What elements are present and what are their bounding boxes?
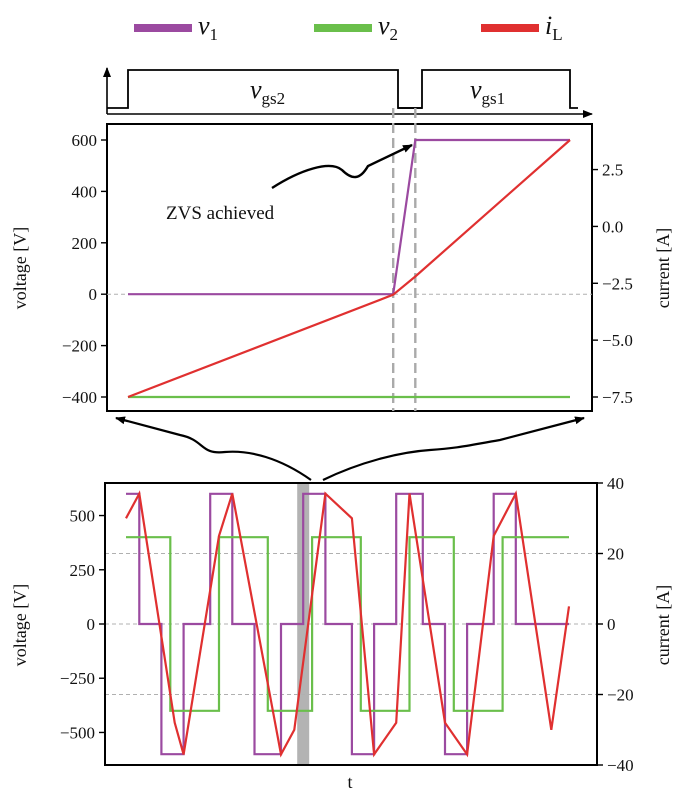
full-chart-series [125, 490, 571, 758]
zoom-chart-series [127, 138, 571, 399]
legend-v2-label: v2 [378, 11, 398, 44]
legend-v1-swatch [134, 24, 192, 32]
y-tick-label: −200 [62, 337, 97, 356]
series-v1 [126, 492, 569, 756]
y-tick-label: −500 [60, 723, 95, 742]
zvs-annotation: ZVS achieved [166, 143, 413, 224]
y-tick-label: 250 [70, 561, 96, 580]
zvs-label: ZVS achieved [166, 203, 275, 224]
legend-v2: v2 [314, 11, 398, 44]
zoom-chart: 600 400 200 0 −200 −400 2.5 0.0 −2.5 −5.0 −7.5 vo… [10, 108, 673, 412]
zoom-chart-ylabel-right: current [A] [653, 228, 673, 308]
zoom-chart-frame [106, 123, 593, 412]
y-tick-label: 500 [70, 507, 96, 526]
y-tick-label: 0 [87, 615, 96, 634]
gate-signal-panel: vgs2 vgs1 [103, 67, 593, 118]
legend-il: iL [481, 11, 563, 44]
full-chart-ylabel-right: current [A] [653, 585, 673, 665]
legend-il-label: iL [545, 11, 563, 44]
y2-tick-label: 2.5 [602, 161, 623, 180]
legend: v1 v2 iL [134, 11, 563, 44]
legend-v1: v1 [134, 11, 218, 44]
vgs1-label: vgs1 [470, 75, 505, 108]
zoom-arrow-right [322, 416, 585, 481]
y2-tick-label: 0.0 [602, 217, 623, 236]
zoom-chart-ylabel: voltage [V] [10, 227, 30, 309]
legend-il-swatch [481, 24, 539, 32]
y2-tick-label: −20 [607, 686, 634, 705]
y-tick-label: 200 [72, 234, 98, 253]
y2-tick-label: 40 [607, 474, 624, 493]
y2-tick-label: −40 [607, 756, 634, 775]
y2-tick-label: −7.5 [602, 388, 633, 407]
zoom-chart-left-ticks: 600 400 200 0 −200 −400 [62, 131, 107, 407]
zvs-arrow [271, 143, 413, 190]
series-v2 [126, 536, 569, 712]
legend-v1-label: v1 [198, 11, 218, 44]
full-chart-ylabel: voltage [V] [10, 584, 30, 666]
zoom-chart-right-ticks: 2.5 0.0 −2.5 −5.0 −7.5 [592, 161, 633, 407]
zoom-chart-switch-lines [392, 108, 417, 411]
y-tick-label: 400 [72, 182, 98, 201]
vgs2-label: vgs2 [250, 75, 285, 108]
y2-tick-label: −2.5 [602, 274, 633, 293]
y2-tick-label: 20 [607, 545, 624, 564]
y-tick-label: −400 [62, 388, 97, 407]
y2-tick-label: −5.0 [602, 331, 633, 350]
y2-tick-label: 0 [607, 615, 616, 634]
y-tick-label: −250 [60, 669, 95, 688]
full-chart-xlabel: t [347, 772, 352, 791]
full-chart-right-ticks: 40 20 0 −20 −40 [597, 474, 634, 775]
series-il [127, 139, 571, 399]
vgs1-waveform [398, 69, 578, 109]
full-chart-left-ticks: 500 250 0 −250 −500 [60, 507, 105, 742]
legend-v2-swatch [314, 24, 372, 32]
y-tick-label: 0 [89, 285, 98, 304]
series-v1 [128, 138, 570, 296]
zoom-connector [115, 416, 585, 481]
zoom-arrow-left [115, 416, 312, 481]
series-il [125, 490, 571, 758]
y-tick-label: 600 [72, 131, 98, 150]
